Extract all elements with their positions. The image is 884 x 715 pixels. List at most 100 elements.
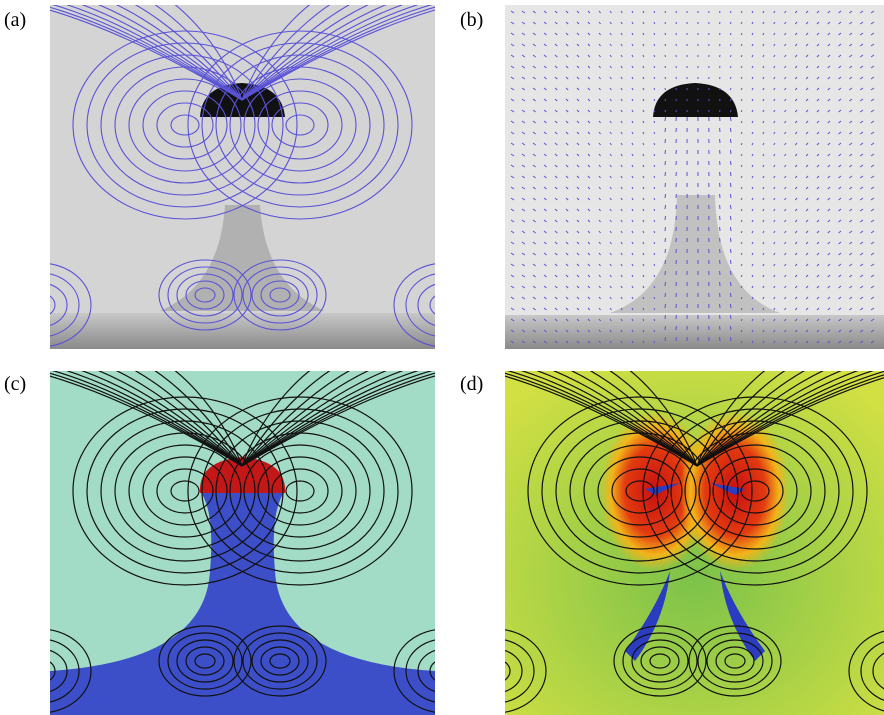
streamline [241,5,331,101]
streamline [696,371,766,467]
streamline [726,468,784,514]
velocity-arrow [870,186,875,190]
velocity-arrow [870,285,875,289]
velocity-arrow [849,32,853,36]
velocity-arrow [609,241,612,245]
velocity-arrow [532,10,536,14]
velocity-arrow [859,131,864,135]
velocity-arrow [554,32,558,36]
velocity-arrow [609,43,612,47]
velocity-arrow [870,153,875,157]
velocity-arrow [751,208,754,212]
velocity-arrow [827,32,831,36]
velocity-arrow [773,285,776,289]
velocity-arrow [794,208,798,212]
velocity-arrow [664,43,666,47]
velocity-arrow [598,208,601,212]
velocity-arrow [653,252,656,256]
velocity-arrow [609,164,612,168]
velocity-arrow [740,98,743,102]
velocity-arrow [653,98,656,102]
velocity-arrow [827,164,831,168]
velocity-arrow [609,318,612,322]
velocity-arrow [631,142,634,146]
streamline [724,653,746,669]
velocity-arrow [751,98,754,102]
velocity-arrow [598,296,601,300]
streamline [241,371,331,467]
streamline [158,259,252,331]
streamline [696,371,859,467]
velocity-arrow [642,241,645,245]
velocity-arrow [543,307,547,311]
streamline [417,649,435,693]
velocity-arrow [565,120,569,124]
velocity-arrow [870,241,875,245]
velocity-arrow [609,109,612,113]
streamline [505,661,511,681]
velocity-arrow [576,32,580,36]
velocity-arrow [521,109,526,113]
streamline [50,295,56,315]
streamline [158,625,252,697]
velocity-arrow [554,329,558,333]
velocity-arrow [510,252,515,256]
velocity-arrow [740,208,743,212]
velocity-arrow [642,10,645,14]
velocity-arrow [587,109,591,113]
velocity-arrow [576,263,580,267]
velocity-arrow [576,329,580,333]
velocity-arrow [827,120,831,124]
velocity-arrow [642,76,645,80]
panel-image [505,371,884,715]
velocity-arrow [827,318,831,322]
velocity-arrow [631,98,634,102]
velocity-arrow [751,10,754,14]
velocity-arrow [805,274,809,278]
velocity-arrow [794,109,798,113]
velocity-arrow [870,219,875,223]
velocity-arrow [576,197,580,201]
velocity-arrow [653,153,656,157]
velocity-arrow [859,318,864,322]
velocity-arrow [805,98,809,102]
velocity-arrow [729,248,732,254]
velocity-arrow [609,87,612,91]
streamline [243,78,357,172]
velocity-arrow [565,153,569,157]
velocity-arrow [816,318,820,322]
velocity-arrow [784,208,787,212]
velocity-arrow [554,252,558,256]
velocity-arrow [576,296,580,300]
velocity-arrow [805,87,809,91]
velocity-arrow [773,164,776,168]
velocity-arrow [870,10,875,14]
velocity-arrow [554,109,558,113]
velocity-arrow [543,54,547,58]
velocity-arrow [805,186,809,190]
velocity-arrow [838,153,842,157]
velocity-arrow [521,274,526,278]
velocity-arrow [740,274,743,278]
velocity-arrow [729,138,732,144]
velocity-arrow [510,54,515,58]
velocity-arrow [554,208,558,212]
velocity-arrow [565,76,569,80]
velocity-arrow [565,340,569,344]
velocity-arrow [587,241,591,245]
velocity-arrow [859,120,864,124]
velocity-arrow [587,219,591,223]
velocity-arrow [543,76,547,80]
velocity-arrow [532,54,536,58]
velocity-arrow [805,318,809,322]
velocity-arrow [827,43,831,47]
velocity-arrow [510,318,515,322]
velocity-arrow [838,54,842,58]
velocity-arrow [784,142,787,146]
velocity-arrow [773,54,776,58]
velocity-arrow [805,307,809,311]
velocity-arrow [827,65,831,69]
velocity-arrow [859,54,864,58]
velocity-arrow [859,219,864,223]
velocity-arrow [664,65,666,69]
